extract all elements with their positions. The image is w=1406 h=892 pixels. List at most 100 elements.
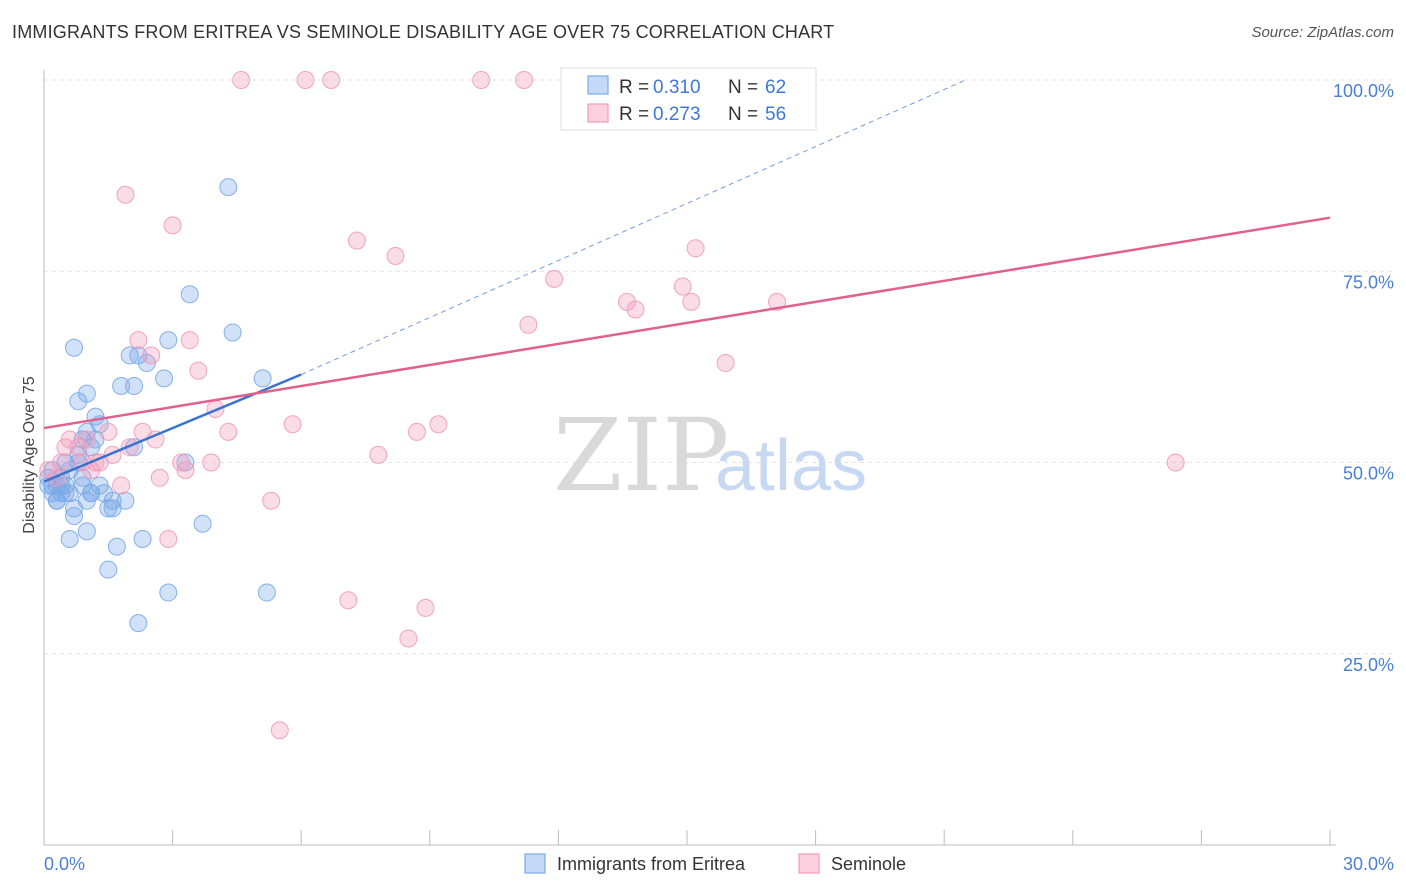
bottom-legend-swatch-blue (524, 853, 546, 874)
legend-r-value-1: 0.273 (653, 104, 701, 125)
seminole-point-51 (768, 292, 787, 311)
seminole-point-27 (232, 71, 251, 89)
seminole-point-48 (682, 292, 701, 311)
seminole-point-46 (626, 300, 645, 319)
eritrea-point-55 (99, 560, 118, 579)
x-tick-label-1: 30.0% (1343, 854, 1394, 874)
seminole-point-33 (339, 591, 358, 610)
x-ticks (43, 830, 1331, 845)
seminole-point-6 (77, 430, 96, 449)
legend-r-label-0: R = (619, 77, 649, 98)
eritrea-point-60 (82, 484, 101, 503)
seminole-point-42 (515, 71, 534, 89)
legend-n-value-0: 62 (765, 77, 786, 98)
eritrea-point-46 (219, 178, 238, 197)
chart-title: IMMIGRANTS FROM ERITREA VS SEMINOLE DISA… (12, 22, 835, 42)
seminole-point-50 (716, 354, 735, 373)
eritrea-point-48 (253, 369, 272, 388)
bottom-legend-label-1: Seminole (831, 854, 906, 874)
eritrea-point-49 (257, 583, 276, 602)
eritrea-point-53 (65, 338, 84, 357)
seminole-point-32 (322, 71, 341, 89)
legend-r-label-1: R = (619, 104, 649, 125)
eritrea-point-35 (125, 377, 144, 395)
y-tick-label-1: 50.0% (1343, 464, 1394, 484)
seminole-point-26 (219, 422, 238, 441)
seminole-point-39 (416, 598, 435, 617)
source-label: Source: ZipAtlas.com (1251, 24, 1394, 41)
seminole-point-29 (270, 721, 289, 740)
eritrea-point-13 (65, 507, 84, 526)
bottom-legend: Immigrants from Eritrea Seminole (524, 853, 906, 874)
seminole-point-9 (99, 422, 118, 441)
y-tick-label-0: 25.0% (1343, 655, 1394, 675)
y-tick-label-3: 100.0% (1333, 81, 1394, 101)
y-axis-label: Disability Age Over 75 (21, 376, 38, 534)
seminole-point-22 (180, 331, 199, 350)
x-tick-label-0: 0.0% (44, 854, 85, 874)
seminole-point-44 (545, 269, 564, 288)
seminole-point-15 (142, 346, 161, 365)
seminole-point-34 (347, 231, 366, 250)
legend-n-value-1: 56 (765, 104, 786, 125)
bottom-legend-swatch-pink (798, 853, 820, 874)
watermark-zip: ZIP (553, 397, 729, 514)
seminole-point-30 (283, 415, 302, 434)
seminole-point-38 (407, 422, 426, 441)
eritrea-point-41 (159, 583, 178, 602)
seminole-point-12 (116, 185, 135, 204)
legend-swatch-pink (587, 103, 609, 123)
eritrea-point-45 (193, 514, 212, 533)
seminole-point-53 (56, 438, 75, 457)
seminole-point-28 (262, 491, 281, 510)
legend-box: R = 0.310 N = 62 R = 0.273 N = 56 (560, 67, 817, 131)
seminole-point-23 (189, 361, 208, 380)
bottom-legend-label-0: Immigrants from Eritrea (557, 854, 746, 874)
eritrea-point-52 (60, 530, 79, 548)
seminole-point-35 (369, 445, 388, 464)
seminole-point-24 (202, 453, 221, 472)
legend-r-value-0: 0.310 (653, 77, 701, 98)
eritrea-point-61 (103, 499, 122, 518)
seminole-point-36 (386, 246, 405, 265)
seminole-point-52 (1166, 453, 1185, 472)
legend-swatch-blue (587, 75, 609, 95)
eritrea-point-47 (223, 323, 242, 342)
seminole-point-2 (52, 453, 71, 472)
seminole-point-31 (296, 71, 315, 89)
seminole-point-21 (176, 461, 195, 480)
seminole-point-11 (112, 476, 131, 495)
eritrea-point-43 (176, 453, 195, 472)
eritrea-point-20 (77, 384, 96, 403)
legend-n-label-0: N = (728, 77, 758, 98)
watermark-atlas: atlas (715, 426, 867, 506)
eritrea-point-56 (129, 614, 148, 633)
seminole-trend-line (43, 216, 1331, 430)
seminole-point-43 (519, 315, 538, 334)
eritrea-points (39, 178, 276, 633)
tick-labels: 25.0% 50.0% 75.0% 100.0% 0.0% 30.0% (44, 81, 1394, 874)
seminole-point-37 (399, 629, 418, 648)
y-tick-label-2: 75.0% (1343, 272, 1394, 292)
trend-lines (43, 79, 1331, 483)
eritrea-point-42 (159, 331, 178, 350)
seminole-point-17 (150, 468, 169, 487)
seminole-points (39, 71, 1185, 740)
eritrea-point-32 (112, 377, 131, 395)
eritrea-trend-extension (300, 79, 966, 375)
eritrea-point-44 (180, 285, 199, 304)
legend-n-label-1: N = (728, 104, 758, 125)
seminole-point-49 (686, 239, 705, 258)
eritrea-point-54 (77, 522, 96, 541)
seminole-point-41 (472, 71, 491, 89)
seminole-point-19 (163, 216, 182, 235)
eritrea-point-31 (107, 537, 126, 556)
seminole-point-40 (429, 415, 448, 434)
seminole-point-55 (129, 331, 148, 350)
seminole-point-47 (673, 277, 692, 296)
seminole-point-18 (159, 530, 178, 548)
eritrea-point-30 (103, 491, 122, 510)
eritrea-point-40 (155, 369, 174, 388)
eritrea-point-38 (133, 530, 152, 548)
